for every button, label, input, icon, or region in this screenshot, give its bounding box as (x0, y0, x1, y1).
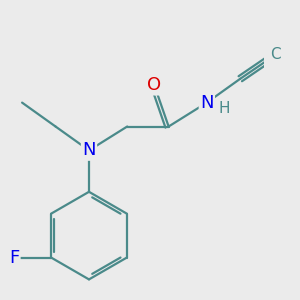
Text: F: F (9, 248, 19, 266)
Text: C: C (270, 47, 280, 62)
Text: N: N (200, 94, 214, 112)
Text: N: N (82, 141, 96, 159)
Text: H: H (219, 101, 230, 116)
Text: O: O (147, 76, 161, 94)
